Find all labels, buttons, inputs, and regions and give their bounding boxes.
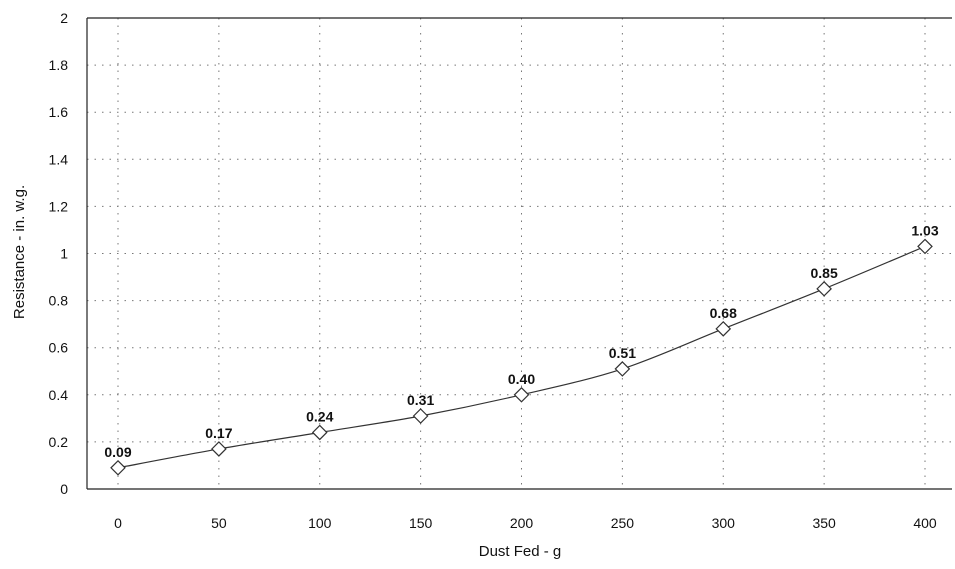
y-tick-label: 1.4 xyxy=(49,151,69,167)
x-tick-label: 50 xyxy=(211,515,227,531)
data-label: 0.51 xyxy=(609,345,636,361)
data-label: 0.31 xyxy=(407,392,434,408)
x-tick-label: 0 xyxy=(114,515,122,531)
y-tick-label: 0.2 xyxy=(49,434,69,450)
diamond-marker xyxy=(211,441,227,457)
diamond-marker xyxy=(311,424,328,441)
series-line xyxy=(117,245,926,469)
x-tick-label: 250 xyxy=(611,515,635,531)
x-tick-label: 400 xyxy=(913,515,937,531)
y-tick-label: 1.2 xyxy=(49,198,69,214)
diamond-marker xyxy=(513,386,530,403)
x-tick-label: 100 xyxy=(308,515,332,531)
y-tick-label: 0.6 xyxy=(49,340,69,356)
diamond-marker xyxy=(614,361,631,377)
data-label: 0.17 xyxy=(205,425,232,441)
diamond-marker xyxy=(715,321,732,337)
y-tick-label: 1.6 xyxy=(49,104,69,120)
y-tick-label: 0 xyxy=(60,481,68,497)
diamond-marker xyxy=(412,408,429,424)
diamond-marker xyxy=(917,238,933,255)
series-layer xyxy=(110,238,933,476)
x-axis-title: Dust Fed - g xyxy=(479,543,562,560)
label-layer: 0 0.2 0.4 0.6 0.8 1 1.2 1.4 1.6 1.8 2 0 50 100 150 200 2… xyxy=(49,10,939,531)
data-label: 0.40 xyxy=(508,371,535,387)
diamond-marker xyxy=(110,459,126,476)
data-label: 0.68 xyxy=(710,305,737,321)
y-axis-title: Resistance - in. w.g. xyxy=(11,185,28,319)
diamond-marker xyxy=(816,280,832,297)
x-tick-label: 350 xyxy=(812,515,836,531)
y-tick-label: 0.8 xyxy=(49,293,69,309)
data-label: 0.85 xyxy=(811,265,838,281)
x-tick-label: 150 xyxy=(409,515,433,531)
x-tick-label: 300 xyxy=(712,515,736,531)
data-label: 0.24 xyxy=(306,408,333,424)
y-tick-label: 2 xyxy=(60,10,68,26)
axis-layer xyxy=(86,17,952,490)
y-tick-label: 0.4 xyxy=(49,387,69,403)
x-tick-label: 200 xyxy=(510,515,534,531)
y-tick-label: 1 xyxy=(60,246,68,262)
data-label: 1.03 xyxy=(911,222,938,238)
grid-layer xyxy=(87,17,952,489)
data-label: 0.09 xyxy=(104,444,131,460)
y-tick-label: 1.8 xyxy=(49,57,69,73)
